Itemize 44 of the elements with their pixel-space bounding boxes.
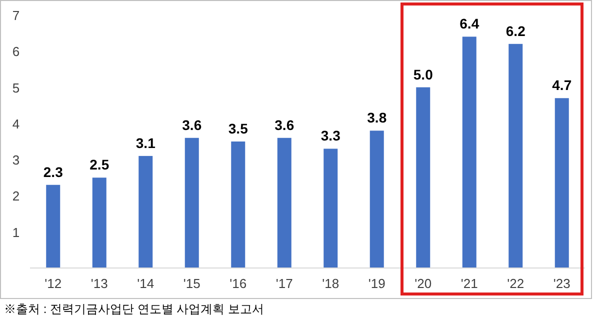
data-label: 3.3 <box>320 128 341 144</box>
y-tick-label: 5 <box>12 80 20 96</box>
x-tick-label: '14 <box>137 276 154 291</box>
bar <box>462 36 476 268</box>
data-label: 2.3 <box>43 164 64 180</box>
data-label: 5.0 <box>413 66 434 82</box>
x-tick-label: '18 <box>322 276 340 291</box>
data-label: 3.6 <box>274 116 294 133</box>
bar <box>416 87 430 268</box>
x-tick-label: '16 <box>230 276 247 291</box>
data-label: 2.5 <box>90 156 110 173</box>
x-tick-label: '13 <box>90 276 108 291</box>
x-tick-label: '17 <box>276 276 293 291</box>
data-label: 6.2 <box>506 22 526 39</box>
y-tick-label: 6 <box>12 44 20 60</box>
x-tick-label: '20 <box>414 276 432 291</box>
y-tick-label: 3 <box>12 152 20 168</box>
y-tick-label: 7 <box>12 8 20 23</box>
x-tick-label: '23 <box>553 276 570 291</box>
x-tick-label: '22 <box>507 276 524 291</box>
y-tick-label: 1 <box>12 224 20 240</box>
y-tick-label: 4 <box>12 116 20 132</box>
bar <box>184 138 199 268</box>
x-tick-label: '15 <box>183 276 200 291</box>
text: ※출처 : 전력기금사업단 연도별 사업계획 보고서 <box>4 302 264 316</box>
bar <box>92 178 106 268</box>
data-label: 4.7 <box>552 77 572 94</box>
x-tick-label: '19 <box>368 276 386 291</box>
bar <box>46 184 60 268</box>
data-label: 3.8 <box>367 110 387 126</box>
bar <box>324 148 338 268</box>
data-label: 3.5 <box>228 120 248 136</box>
x-tick-label: '12 <box>44 276 62 291</box>
data-label: 3.6 <box>182 116 202 133</box>
bar <box>508 44 523 268</box>
bar <box>231 142 246 268</box>
bar <box>554 98 569 268</box>
data-label: 3.1 <box>136 134 156 151</box>
bar <box>370 130 384 268</box>
data-label: 6.4 <box>460 16 480 32</box>
x-tick-label: '21 <box>460 276 478 291</box>
bar <box>277 138 292 268</box>
y-tick-label: 2 <box>12 188 20 204</box>
bar <box>138 156 153 268</box>
